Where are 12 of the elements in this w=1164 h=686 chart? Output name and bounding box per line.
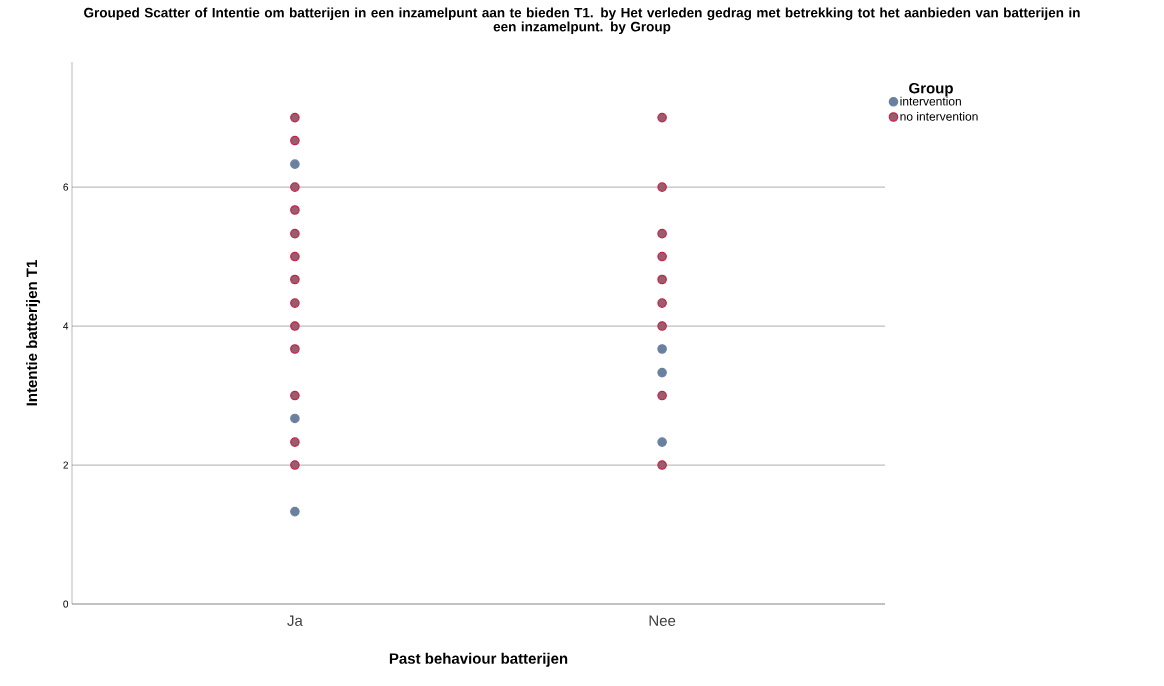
y-axis-title: Intentie batterijen T1 <box>26 260 41 406</box>
legend-title: Group <box>909 82 953 97</box>
y-tick-label: 6 <box>63 183 69 191</box>
x-tick-label: Nee <box>649 615 676 626</box>
legend-label: no intervention <box>900 111 978 121</box>
y-tick-label: 4 <box>63 322 69 330</box>
chart-title: Grouped Scatter of Intentie om batterijen in een inzamelpunt aan te bieden T1. by Het verleden gedrag met betrekking tot het aanbieden van batterijen in een inzamelpunt. by Group <box>84 7 1080 35</box>
y-tick-label: 0 <box>63 600 69 608</box>
y-tick-label: 2 <box>63 461 68 469</box>
x-axis-title: Past behaviour batterijen <box>389 652 568 667</box>
x-tick-label: Ja <box>287 615 303 626</box>
legend-label: intervention <box>900 96 961 106</box>
